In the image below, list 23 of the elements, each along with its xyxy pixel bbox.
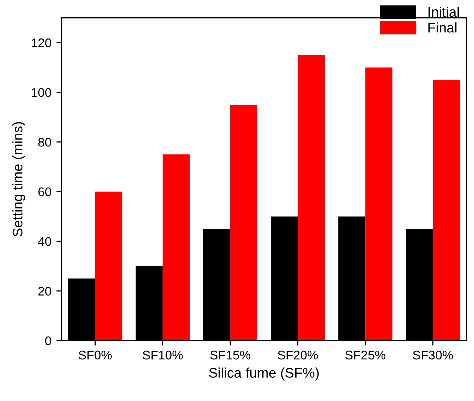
y-tick-label: 80 [38,138,52,147]
bar [95,192,122,341]
y-tick-label: 40 [38,237,52,246]
y-tick-label: 0 [45,336,52,346]
y-tick-label: 120 [32,38,52,48]
y-tick-label: 20 [38,286,52,296]
x-tick-label: SF10% [143,350,183,360]
bar [162,154,190,341]
y-tick-label: 60 [38,188,52,197]
legend-label: Initial [428,6,460,18]
x-tick-label: SF0% [78,350,112,360]
x-axis-title: Silica fume (SF%) [209,368,319,381]
legend-label: Final [428,22,457,33]
y-tick-label: 100 [32,88,52,98]
x-tick-label: SF25% [346,350,386,360]
x-tick-label: SF20% [278,350,318,360]
bar [366,68,393,341]
x-tick-label: SF15% [210,350,251,360]
bar [433,80,460,341]
bar [298,55,326,341]
x-tick-label: SF30% [413,350,454,360]
y-axis-title: Setting time (mins) [12,122,26,237]
bar [230,104,258,341]
